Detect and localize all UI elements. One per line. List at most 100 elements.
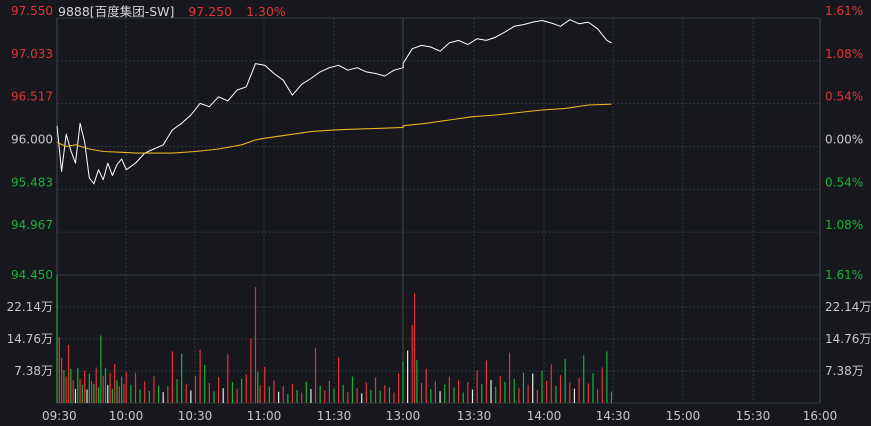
volume-bar — [550, 364, 552, 403]
volume-bar — [199, 349, 201, 403]
pct-tick-label: 1.61% — [825, 268, 863, 282]
pct-tick-label: 1.08% — [825, 218, 863, 232]
volume-bar — [241, 378, 243, 403]
volume-bar — [319, 385, 321, 403]
volume-bar — [601, 367, 603, 403]
volume-bar — [77, 367, 79, 403]
volume-bar — [411, 324, 413, 403]
volume-bar — [490, 380, 492, 403]
volume-bar — [74, 389, 77, 403]
price-tick-label: 94.967 — [11, 218, 53, 232]
volume-bar — [564, 358, 566, 403]
price-tick-label: 96.517 — [11, 90, 53, 104]
change-percent: 1.30% — [246, 4, 286, 19]
volume-bar — [374, 377, 377, 403]
volume-bar — [97, 387, 100, 403]
last-price: 97.250 — [188, 4, 233, 19]
quote-header: 9888[百度集团-SW] 97.250 1.30% — [58, 1, 296, 20]
volume-bar — [176, 379, 178, 403]
volume-bar — [504, 381, 506, 403]
volume-bar — [518, 388, 520, 403]
volume-bar — [324, 390, 326, 403]
volume-bar — [273, 380, 275, 403]
volume-bar — [114, 363, 116, 403]
volume-bar — [434, 381, 437, 403]
volume-tick-label: 14.76万 — [7, 332, 53, 346]
volume-bar — [157, 385, 160, 403]
volume-bar — [430, 389, 432, 403]
time-tick-label: 15:00 — [666, 409, 701, 423]
volume-bar — [245, 374, 247, 403]
time-tick-label: 14:00 — [527, 409, 562, 423]
price-lines — [56, 19, 612, 185]
volume-bar — [287, 393, 289, 403]
volume-bar — [139, 389, 141, 403]
volume-bar — [597, 389, 599, 403]
time-tick-label: 15:30 — [736, 409, 771, 423]
volume-bar — [144, 381, 146, 403]
price-tick-label: 95.483 — [11, 175, 53, 189]
volume-bar — [398, 373, 400, 403]
volume-bar — [259, 385, 261, 403]
volume-bar — [569, 382, 571, 403]
volume-bar — [227, 354, 229, 403]
volume-bar — [499, 376, 501, 403]
volume-bar — [610, 391, 613, 403]
volume-bar — [264, 367, 266, 403]
volume-bar — [217, 376, 220, 403]
volume-bar — [467, 382, 469, 403]
volume-bar — [86, 389, 88, 403]
volume-bar — [72, 380, 74, 403]
volume-bar — [88, 373, 90, 403]
volume-bar — [388, 387, 390, 403]
volume-bar — [194, 376, 197, 403]
volume-bar — [356, 387, 358, 403]
volume-bar — [495, 386, 497, 403]
volume-bar — [476, 370, 478, 403]
volume-bar — [104, 368, 107, 403]
volume-bar — [61, 357, 63, 403]
volume-bar — [541, 370, 543, 403]
volume-bar — [384, 385, 386, 403]
volume-bar — [116, 380, 118, 403]
volume-bar — [328, 380, 330, 403]
volume-bar — [254, 287, 257, 403]
volume-bar — [305, 381, 307, 403]
time-tick-label: 10:30 — [178, 409, 213, 423]
volume-bar — [458, 380, 460, 403]
volume-bar — [148, 390, 150, 403]
volume-bar — [121, 376, 123, 403]
volume-bar — [102, 375, 104, 403]
volume-bar — [208, 383, 210, 403]
volume-bar — [123, 383, 125, 403]
volume-bar — [583, 355, 585, 403]
volume-bar — [84, 370, 86, 403]
volume-bar — [118, 386, 120, 403]
volume-bar — [181, 353, 183, 403]
volume-bar — [79, 379, 81, 403]
pct-tick-label: 0.54% — [825, 90, 863, 104]
volume-bar — [453, 387, 455, 403]
volume-bar — [351, 376, 354, 403]
volume-bar — [379, 390, 381, 403]
volume-bar — [167, 386, 169, 403]
volume-bar — [333, 388, 335, 403]
price-line — [56, 19, 612, 185]
volume-bar — [347, 392, 349, 403]
volume-bar — [58, 337, 60, 403]
time-tick-label: 10:00 — [109, 409, 144, 423]
volume-bar — [393, 392, 395, 403]
volume-bar — [444, 384, 446, 403]
volume-bar — [296, 389, 298, 403]
volume-bar — [282, 386, 284, 403]
volume-bar — [65, 376, 67, 403]
time-tick-label: 09:30 — [42, 409, 77, 423]
time-tick-label: 11:00 — [247, 409, 282, 423]
volume-bar — [513, 378, 515, 403]
volume-bar — [81, 384, 83, 403]
price-tick-label: 97.550 — [11, 4, 53, 18]
volume-bar — [448, 376, 450, 403]
volume-bar — [130, 384, 132, 403]
volume-tick-label-right: 22.14万 — [825, 300, 871, 314]
